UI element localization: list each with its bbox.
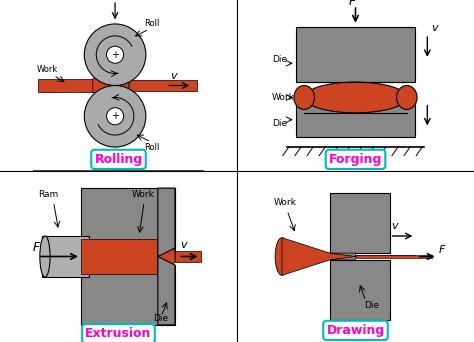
FancyBboxPatch shape [81, 239, 158, 274]
Text: Die: Die [153, 315, 168, 324]
Text: Work: Work [132, 190, 155, 199]
Text: +: + [111, 111, 119, 121]
FancyBboxPatch shape [81, 188, 175, 248]
Polygon shape [175, 250, 201, 263]
Text: Die: Die [272, 55, 287, 64]
Text: Roll: Roll [144, 19, 160, 28]
Text: v: v [180, 240, 187, 250]
Polygon shape [158, 188, 175, 256]
Polygon shape [93, 79, 129, 92]
FancyBboxPatch shape [42, 236, 90, 277]
Text: v: v [431, 23, 438, 33]
Text: F: F [108, 156, 115, 166]
Ellipse shape [304, 82, 407, 113]
Text: v: v [170, 71, 176, 81]
Ellipse shape [294, 86, 314, 109]
FancyBboxPatch shape [330, 260, 390, 320]
Ellipse shape [40, 236, 50, 277]
Text: Work: Work [273, 198, 296, 207]
Ellipse shape [397, 86, 417, 109]
Text: Forging: Forging [329, 153, 382, 166]
Polygon shape [330, 253, 356, 256]
Polygon shape [158, 256, 175, 325]
FancyBboxPatch shape [296, 99, 415, 137]
Circle shape [84, 24, 146, 86]
FancyBboxPatch shape [296, 27, 415, 82]
Text: Drawing: Drawing [327, 324, 384, 337]
Text: F: F [438, 245, 445, 255]
Ellipse shape [275, 238, 289, 275]
FancyBboxPatch shape [356, 255, 432, 258]
FancyBboxPatch shape [129, 80, 197, 91]
Polygon shape [158, 239, 175, 274]
Text: F: F [349, 0, 356, 8]
FancyBboxPatch shape [81, 265, 175, 325]
Polygon shape [330, 256, 356, 260]
Circle shape [107, 46, 124, 63]
FancyBboxPatch shape [38, 79, 93, 92]
Text: +: + [111, 50, 119, 60]
Text: Work: Work [272, 93, 294, 102]
Polygon shape [158, 188, 175, 256]
Text: F: F [33, 241, 40, 254]
Text: Extrusion: Extrusion [85, 327, 152, 340]
Text: Rolling: Rolling [94, 153, 143, 166]
Text: v: v [392, 221, 398, 231]
Text: Roll: Roll [144, 144, 160, 153]
Text: Work: Work [36, 65, 58, 74]
Circle shape [107, 108, 124, 125]
FancyBboxPatch shape [330, 193, 390, 253]
Text: Die: Die [272, 119, 287, 128]
Text: Ram: Ram [38, 190, 58, 199]
Circle shape [84, 86, 146, 147]
Text: Die: Die [364, 301, 379, 310]
Polygon shape [282, 238, 415, 275]
